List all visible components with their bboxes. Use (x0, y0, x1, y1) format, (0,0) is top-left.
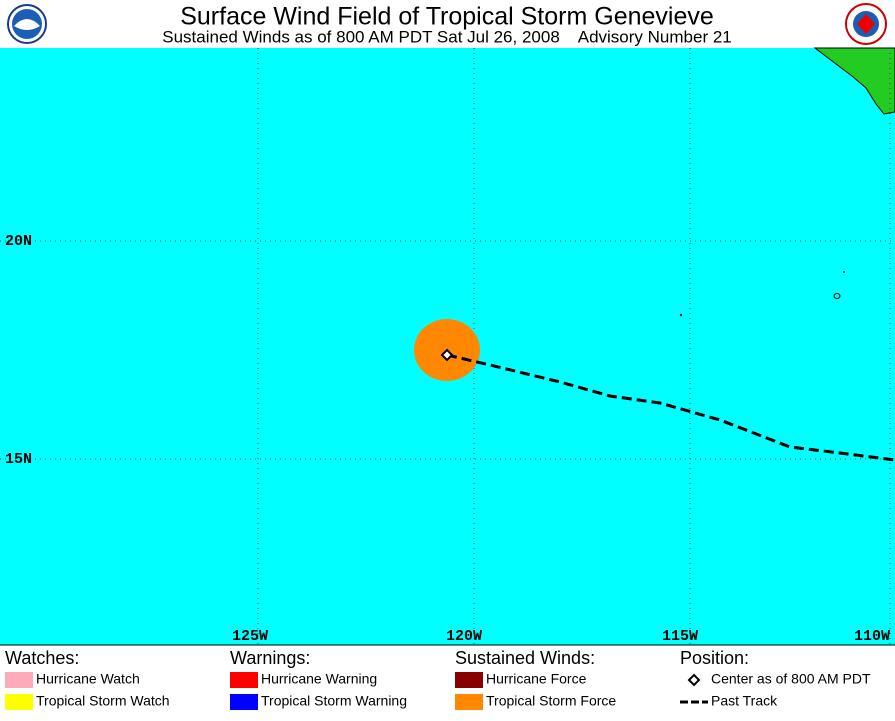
subtitle: Sustained Winds as of 800 AM PDT Sat Jul… (162, 27, 731, 46)
map: 20N 15N 125W 120W 115W 110W (0, 47, 895, 645)
legend-swatch (455, 672, 483, 688)
lon-label: 115W (662, 628, 698, 645)
island (833, 293, 841, 299)
legend-swatch (455, 694, 483, 710)
noaa-logo (7, 4, 47, 44)
lon-label: 120W (446, 628, 482, 645)
nws-logo (845, 3, 887, 45)
legend-swatch (230, 672, 258, 688)
graticule (0, 48, 895, 645)
legend-heading: Sustained Winds: (455, 648, 595, 668)
lon-label: 110W (854, 628, 890, 645)
storm-center (440, 348, 454, 362)
legend-label: Tropical Storm Force (486, 693, 616, 709)
legend-swatch (5, 672, 33, 688)
past-track (446, 353, 895, 462)
legend-center-icon (687, 673, 701, 687)
title: Surface Wind Field of Tropical Storm Gen… (180, 3, 714, 31)
legend-label: Center as of 800 AM PDT (711, 671, 871, 687)
legend-label: Hurricane Watch (36, 671, 140, 687)
legend-label: Tropical Storm Watch (36, 693, 170, 709)
island (679, 313, 683, 317)
legend-heading: Position: (680, 648, 749, 668)
land (813, 47, 895, 115)
legend-label: Hurricane Force (486, 671, 587, 687)
legend-heading: Watches: (5, 648, 79, 668)
legend: Watches: Hurricane Watch Tropical Storm Wa… (5, 648, 871, 710)
legend-swatch (5, 694, 33, 710)
lat-label: 20N (5, 233, 32, 250)
island (843, 271, 845, 273)
legend-swatch (230, 694, 258, 710)
lon-label: 125W (232, 628, 268, 645)
legend-label: Tropical Storm Warning (261, 693, 407, 709)
lat-label: 15N (5, 451, 32, 468)
legend-label: Past Track (711, 693, 778, 709)
legend-label: Hurricane Warning (261, 671, 377, 687)
legend-heading: Warnings: (230, 648, 310, 668)
